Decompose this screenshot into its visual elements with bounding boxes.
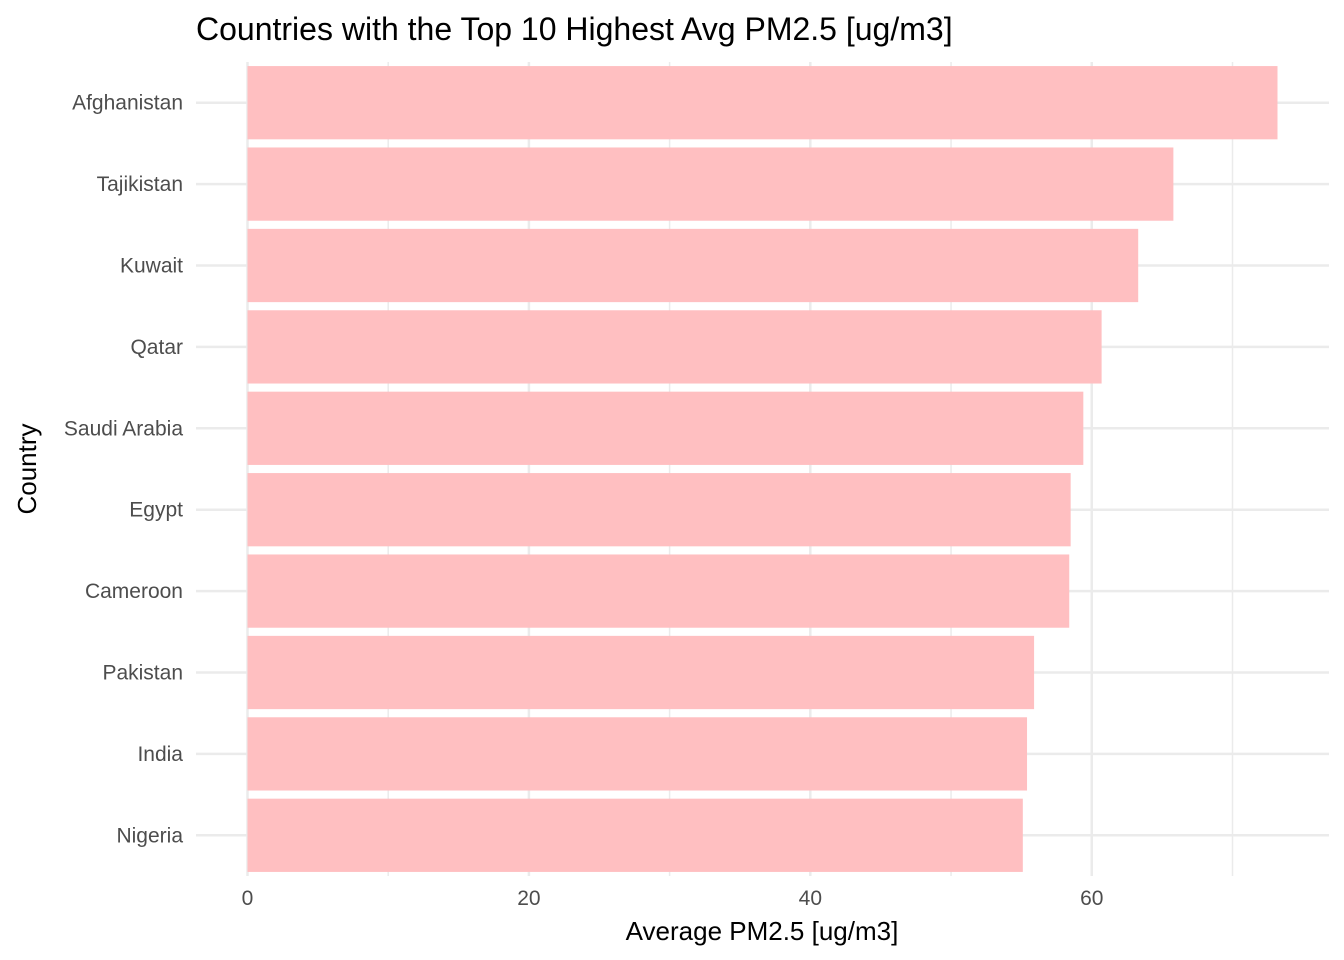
- bar-cameroon: [247, 554, 1070, 628]
- y-tick-label: Tajikistan: [97, 173, 183, 196]
- y-tick-label: Cameroon: [85, 580, 183, 603]
- y-tick-label: Egypt: [129, 499, 183, 522]
- y-tick-label: Saudi Arabia: [64, 417, 183, 440]
- y-axis-title: Country: [12, 423, 42, 514]
- x-tick-label: 20: [517, 887, 540, 910]
- bar-kuwait: [247, 228, 1139, 303]
- bar-afghanistan: [247, 66, 1278, 140]
- bar-india: [247, 717, 1028, 791]
- bar-tajikistan: [247, 147, 1174, 221]
- bar-egypt: [247, 473, 1071, 547]
- y-tick-label: Pakistan: [102, 662, 183, 685]
- y-tick-label: Nigeria: [116, 824, 183, 847]
- x-tick-label: 60: [1080, 887, 1103, 910]
- y-tick-label: Afghanistan: [72, 92, 183, 115]
- x-axis-tick-labels: 0 20 40 60: [242, 887, 1104, 910]
- y-tick-label: Kuwait: [120, 255, 183, 278]
- x-tick-label: 40: [799, 887, 822, 910]
- y-tick-label: India: [137, 743, 183, 766]
- bar-nigeria: [247, 798, 1023, 872]
- bar-saudi-arabia: [247, 391, 1084, 465]
- bars: [247, 66, 1278, 872]
- x-tick-label: 0: [242, 887, 254, 910]
- x-axis-title: Average PM2.5 [ug/m3]: [626, 916, 899, 946]
- bar-pakistan: [247, 635, 1035, 710]
- y-axis-tick-labels: Afghanistan Tajikistan Kuwait Qatar Saudi Ar…: [64, 92, 183, 848]
- chart-title: Countries with the Top 10 Highest Avg PM…: [196, 11, 953, 47]
- y-tick-label: Qatar: [130, 336, 183, 359]
- bar-qatar: [247, 310, 1102, 384]
